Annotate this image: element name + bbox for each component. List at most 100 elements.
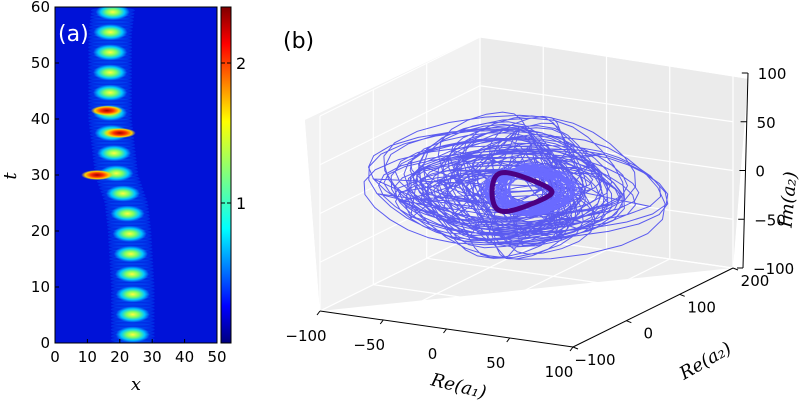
x-tick-label: 100 <box>545 363 574 381</box>
heatmap-pulse <box>95 7 130 21</box>
heatmap-wake <box>110 303 155 310</box>
y-tick-label: 0 <box>40 334 50 352</box>
x-tick-label: −50 <box>353 336 385 354</box>
y-axis-line <box>572 267 734 348</box>
heatmap-wake <box>110 282 155 289</box>
x-tick-label: 10 <box>78 348 97 366</box>
y-tick-label: 200 <box>741 272 770 290</box>
y-tick-label: 10 <box>31 278 50 296</box>
y-tick-mark <box>679 293 685 297</box>
z-tick-label: 0 <box>755 163 765 181</box>
grid-line <box>319 231 481 312</box>
y-tick-label: 20 <box>31 222 50 240</box>
trajectory-path <box>363 111 669 260</box>
heatmap-wake <box>93 158 138 165</box>
heatmap-wake <box>108 239 153 246</box>
z-tick-label: −100 <box>753 260 794 278</box>
x-tick-mark <box>443 328 447 334</box>
heatmap-pulse <box>115 286 150 303</box>
grid-line <box>509 258 671 339</box>
heatmap-pulse <box>110 205 145 222</box>
heatmap-pulse <box>115 266 150 283</box>
heatmap-pulse <box>93 84 128 101</box>
heatmap-wake <box>108 242 153 249</box>
heatmap-wake <box>88 57 133 64</box>
grid-line <box>319 36 481 117</box>
colorbar-tick-label: 2 <box>236 54 246 73</box>
y-tick-label: 30 <box>31 166 50 184</box>
heatmap-wake <box>110 323 155 330</box>
x-tick-label: −100 <box>285 327 326 345</box>
panel-a-x-ticks: 0 10 20 30 40 50 <box>50 339 227 366</box>
heatmap-wake <box>110 319 155 326</box>
y-tick-mark <box>626 320 632 324</box>
heatmap-wake <box>88 98 133 105</box>
y-tick-label: 50 <box>31 54 50 72</box>
z-tick-label: 100 <box>758 65 787 83</box>
limit-cycle-path <box>489 169 555 215</box>
grid-3d <box>319 36 734 348</box>
colorbar: 12 <box>220 6 246 344</box>
heatmap-marks <box>81 7 155 343</box>
x-tick-label: 40 <box>175 348 194 366</box>
heatmap-wake <box>110 299 155 306</box>
x-tick-label: 0 <box>428 345 438 363</box>
heatmap-wake <box>106 219 151 226</box>
grid-line <box>426 257 680 295</box>
grid-line <box>373 284 627 322</box>
colorbar-ticks: 12 <box>221 54 246 213</box>
panel-a-label: (a) <box>58 22 89 47</box>
colorbar-gradient <box>220 6 232 344</box>
panel-b-label: (b) <box>283 29 314 54</box>
heatmap-wake <box>104 202 149 209</box>
z-tick-label: 50 <box>757 114 776 132</box>
heatmap-wake <box>88 77 133 84</box>
heatmap-pulse <box>105 185 140 202</box>
heatmap-wake <box>88 37 133 44</box>
heatmap-wake <box>106 222 151 229</box>
heatmap-pulse <box>115 306 150 323</box>
trajectory <box>363 111 669 260</box>
heatmap-pulse <box>93 64 128 81</box>
heatmap-wake <box>109 259 154 266</box>
heatmap-pulse <box>113 245 148 262</box>
trajectory-core <box>478 162 582 217</box>
panel-a-y-ticks: 0 10 20 30 40 50 60 <box>31 0 59 352</box>
heatmap-pulse <box>93 44 128 61</box>
y-tick-label: 60 <box>31 0 50 16</box>
y-tick-label: 100 <box>687 298 716 316</box>
panel-b-y-label: Re(a₂) <box>675 338 735 385</box>
heatmap-wake <box>89 20 134 27</box>
heatmap-pulse <box>93 24 128 41</box>
z-axis-line <box>742 72 749 269</box>
heatmap-wake <box>90 138 135 145</box>
heatmap-wake <box>91 141 136 148</box>
heatmap-wake <box>110 279 155 286</box>
y-tick-label: 0 <box>644 325 654 343</box>
heatmap-wake <box>88 121 133 128</box>
heatmap-wake <box>93 161 138 168</box>
x-tick-mark <box>506 337 511 343</box>
y-tick-mark <box>732 267 739 271</box>
grid-line <box>446 249 607 330</box>
heatmap-wake <box>88 40 133 47</box>
x-tick-label: 50 <box>207 348 226 366</box>
x-tick-label: 50 <box>486 354 505 372</box>
grid-line <box>319 133 481 215</box>
x-tick-mark <box>379 319 384 325</box>
heatmap-pulse <box>112 225 147 242</box>
x-tick-label: 30 <box>143 348 162 366</box>
limit-cycle <box>489 169 555 215</box>
panel-b-x-label: Re(a₁) <box>428 369 489 400</box>
heatmap-wake <box>89 17 134 24</box>
y-tick-label: 40 <box>31 110 50 128</box>
heatmap-wake <box>88 118 133 125</box>
panel-a-y-label: t <box>0 172 21 180</box>
panel-a-x-label: x <box>131 374 141 395</box>
grid-line <box>319 85 481 166</box>
heatmap-wake <box>88 61 133 68</box>
heatmap-peak <box>103 128 136 138</box>
x-tick-label: 0 <box>50 348 60 366</box>
